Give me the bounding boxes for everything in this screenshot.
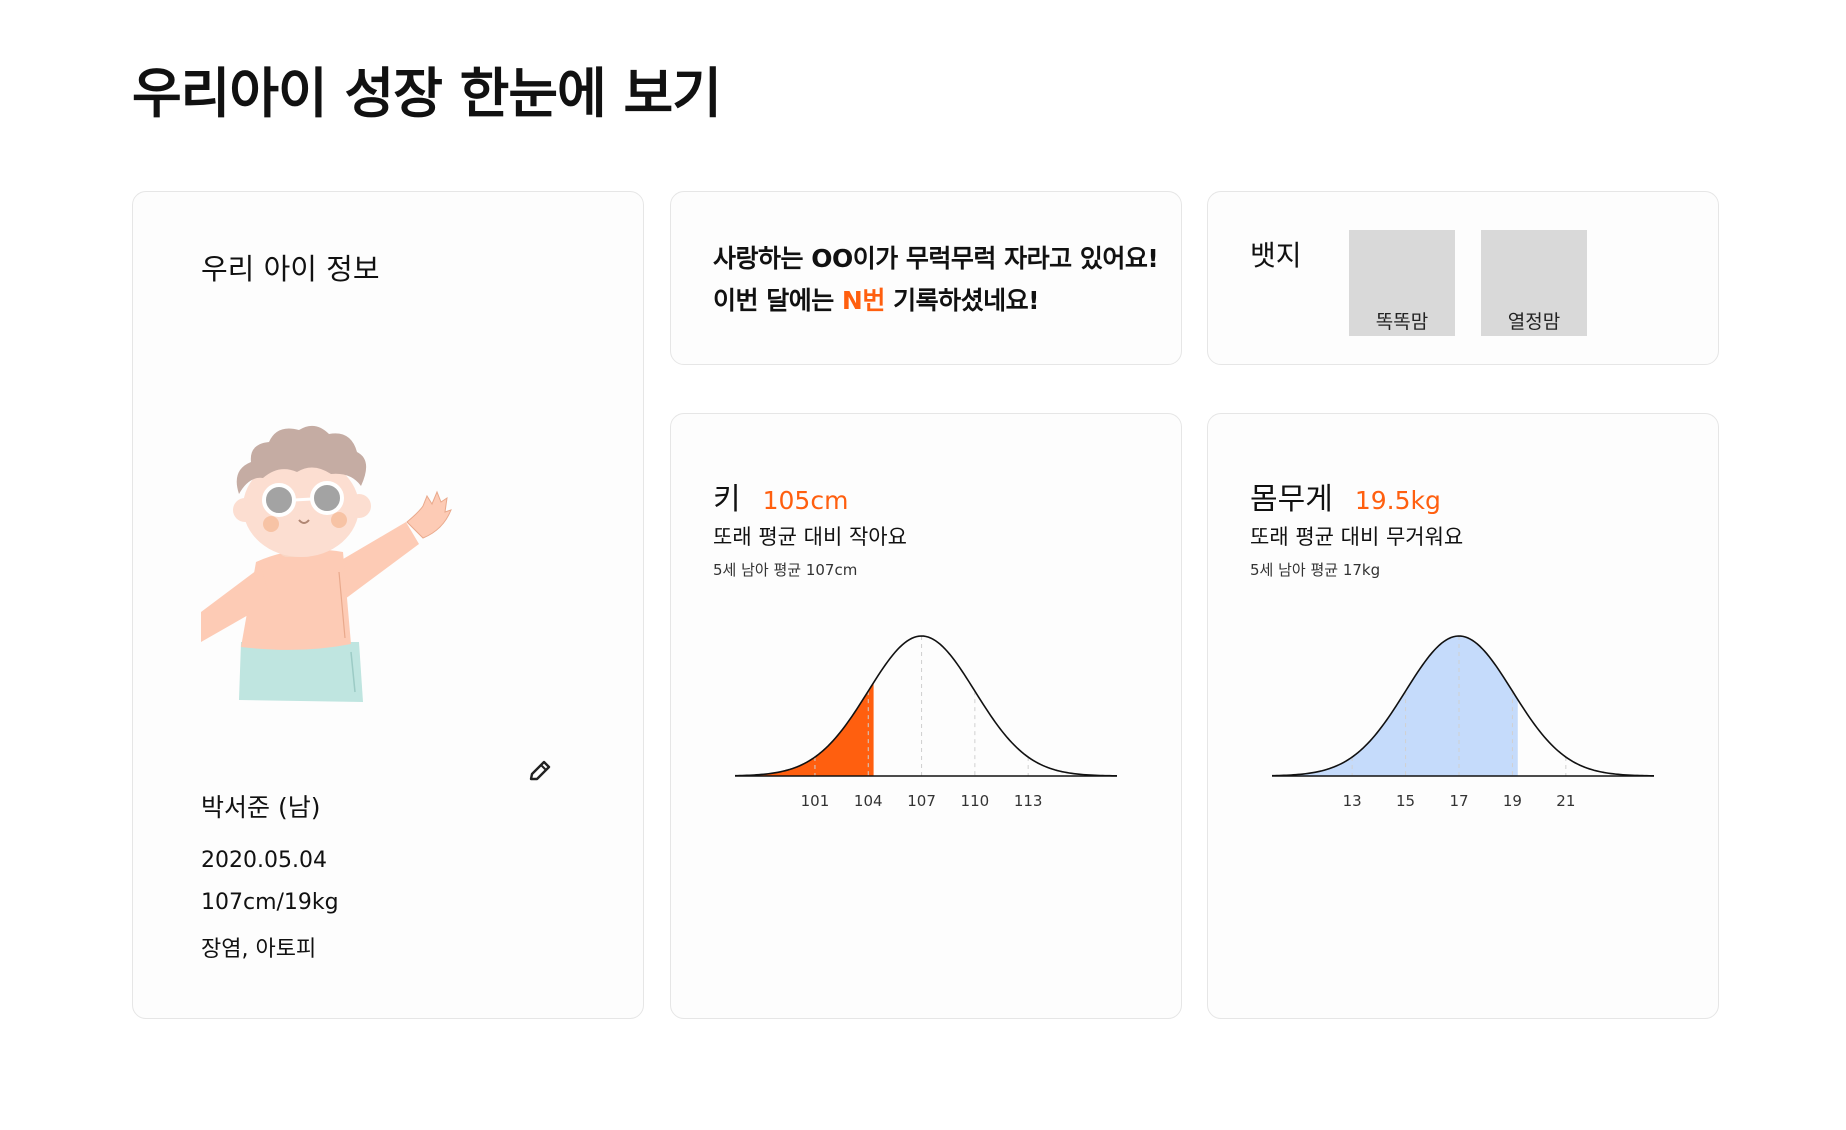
badge-card: 뱃지 똑똑맘 열정맘 <box>1207 191 1719 365</box>
tick-label: 113 <box>1014 792 1043 810</box>
child-conditions: 장염, 아토피 <box>201 937 317 962</box>
badge-label: 열정맘 <box>1507 311 1561 333</box>
curve-filled-area <box>1272 636 1518 776</box>
child-size: 107cm/19kg <box>201 890 339 915</box>
pencil-icon <box>529 760 551 781</box>
weight-card: 몸무게 19.5kg 또래 평균 대비 무거워요 5세 남아 평균 17kg 1… <box>1207 413 1719 1019</box>
tick-label: 21 <box>1556 792 1575 810</box>
weight-value: 19.5kg <box>1354 486 1441 515</box>
tick-label: 107 <box>907 792 936 810</box>
growth-message: 사랑하는 OO이가 무럭무럭 자라고 있어요! 이번 달에는 N번 기록하셨네요… <box>713 238 1159 322</box>
tick-label: 104 <box>854 792 883 810</box>
child-name: 박서준 (남) <box>201 793 321 822</box>
growth-message-card: 사랑하는 OO이가 무럭무럭 자라고 있어요! 이번 달에는 N번 기록하셨네요… <box>670 191 1182 365</box>
tick-label: 19 <box>1503 792 1522 810</box>
record-count: N번 <box>841 286 885 315</box>
weight-header: 몸무게 19.5kg <box>1250 474 1441 518</box>
height-label: 키 <box>713 482 741 517</box>
height-comparison: 또래 평균 대비 작아요 <box>713 525 907 549</box>
weight-label: 몸무게 <box>1250 482 1333 517</box>
tick-label: 17 <box>1449 792 1468 810</box>
tick-label: 13 <box>1343 792 1362 810</box>
page-title: 우리아이 성장 한눈에 보기 <box>132 62 722 125</box>
tick-label: 101 <box>801 792 830 810</box>
badge-label: 똑똑맘 <box>1375 311 1429 333</box>
height-average: 5세 남아 평균 107cm <box>713 561 858 579</box>
tick-label: 15 <box>1396 792 1415 810</box>
message-line-2-suffix: 기록하셨네요! <box>884 286 1039 315</box>
badge-heading: 뱃지 <box>1250 239 1302 272</box>
child-info-heading: 우리 아이 정보 <box>201 252 380 286</box>
message-line-2-prefix: 이번 달에는 <box>713 286 842 315</box>
distribution-curve <box>734 635 1118 777</box>
curve-filled-area <box>735 682 874 776</box>
weight-average: 5세 남아 평균 17kg <box>1250 561 1381 579</box>
badge-smart-mom[interactable]: 똑똑맘 <box>1349 230 1455 336</box>
height-card: 키 105cm 또래 평균 대비 작아요 5세 남아 평균 107cm 101 1… <box>670 413 1182 1019</box>
height-header: 키 105cm <box>713 474 848 518</box>
tick-label: 110 <box>961 792 990 810</box>
child-illustration <box>201 425 452 702</box>
message-line-2: 이번 달에는 N번 기록하셨네요! <box>713 280 1158 322</box>
child-birthdate: 2020.05.04 <box>201 848 327 873</box>
edit-profile-button[interactable] <box>523 754 557 788</box>
height-value: 105cm <box>762 486 849 515</box>
weight-comparison: 또래 평균 대비 무거워요 <box>1250 525 1464 549</box>
distribution-curve <box>1271 635 1655 777</box>
weight-distribution-chart: 13 15 17 19 21 <box>1271 635 1655 810</box>
child-info-card: 우리 아이 정보 <box>132 191 644 1019</box>
message-line-1: 사랑하는 OO이가 무럭무럭 자라고 있어요! <box>713 244 1159 273</box>
badge-passion-mom[interactable]: 열정맘 <box>1481 230 1587 336</box>
height-distribution-chart: 101 104 107 110 113 <box>734 635 1118 810</box>
